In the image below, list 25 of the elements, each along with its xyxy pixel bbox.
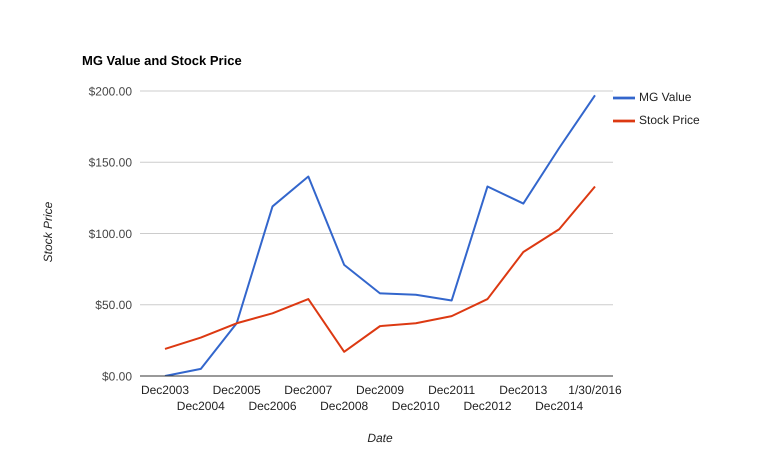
x-tick-label: Dec2010 xyxy=(392,399,440,413)
x-tick-label: Dec2003 xyxy=(140,383,190,397)
x-tick-label: Dec2005 xyxy=(212,383,262,397)
x-tick-label: 1/30/2016 xyxy=(568,383,622,397)
x-tick-label: Dec2006 xyxy=(248,399,297,413)
y-tick-label: $150.00 xyxy=(88,156,132,170)
y-tick-label: $50.00 xyxy=(95,298,132,312)
x-tick-label: Dec2008 xyxy=(320,399,369,413)
x-tick-label: Dec2004 xyxy=(176,399,226,413)
chart-title: MG Value and Stock Price xyxy=(82,53,242,68)
line-series xyxy=(164,94,596,376)
line-series xyxy=(164,185,596,353)
x-tick-label: Dec2014 xyxy=(535,399,584,413)
x-axis-title: Date xyxy=(366,431,394,445)
x-tick-label: Dec2013 xyxy=(499,383,548,397)
y-axis-title: Stock Price xyxy=(41,200,55,264)
legend-label: MG Value xyxy=(639,90,692,104)
y-tick-label: $0.00 xyxy=(102,369,132,384)
x-tick-label: Dec2009 xyxy=(356,383,404,397)
x-tick-label: Dec2012 xyxy=(463,399,512,413)
y-tick-label: $100.00 xyxy=(88,226,132,241)
y-tick-label: $200.00 xyxy=(88,84,132,98)
x-tick-label: Dec2007 xyxy=(284,383,333,397)
x-tick-label: Dec2011 xyxy=(428,383,476,397)
legend-label: Stock Price xyxy=(639,112,700,127)
